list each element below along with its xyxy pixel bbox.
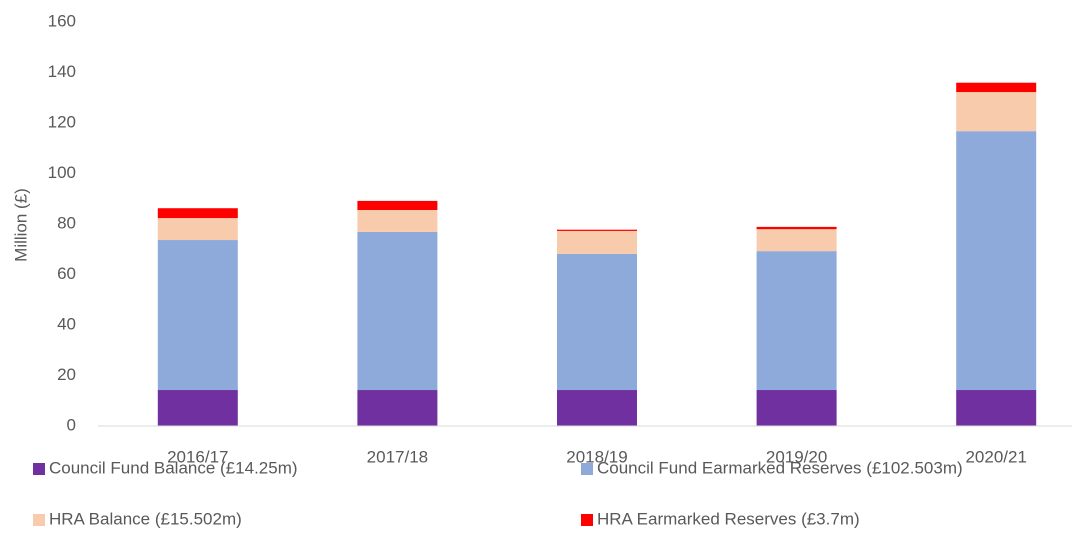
bar-segment — [756, 226, 837, 230]
bar-segment — [357, 231, 438, 391]
legend-swatch — [581, 463, 593, 475]
legend-swatch — [33, 463, 45, 475]
legend-swatch — [33, 514, 45, 526]
y-tick-label: 120 — [48, 112, 76, 131]
y-tick-label: 100 — [48, 163, 76, 182]
bar-segment — [756, 390, 837, 426]
y-tick-label: 60 — [57, 264, 76, 283]
legend-label: Council Fund Balance (£14.25m) — [49, 458, 298, 477]
bar-segment — [756, 251, 837, 391]
y-tick-label: 140 — [48, 62, 76, 81]
legend-label: Council Fund Earmarked Reserves (£102.50… — [597, 458, 963, 477]
x-tick-label: 2017/18 — [367, 447, 428, 466]
bar-segment — [557, 253, 637, 391]
bar-segment — [956, 82, 1037, 93]
legend-swatch — [581, 514, 593, 526]
bar-segment — [557, 390, 637, 426]
bar-segment — [157, 240, 238, 391]
bar-segment — [357, 390, 438, 426]
bar-segment — [157, 390, 238, 426]
y-tick-label: 80 — [57, 213, 76, 232]
x-tick-label: 2020/21 — [965, 447, 1026, 466]
legend-label: HRA Balance (£15.502m) — [49, 509, 242, 528]
x-tick-label: 2016/17 — [167, 447, 228, 466]
bar-segment — [357, 200, 438, 210]
bar-segment — [756, 229, 837, 252]
y-tick-label: 40 — [57, 314, 76, 333]
x-tick-label: 2019/20 — [766, 447, 827, 466]
y-tick-label: 20 — [57, 365, 76, 384]
x-tick-label: 2018/19 — [566, 447, 627, 466]
y-tick-label: 0 — [67, 415, 76, 434]
bar-segment — [357, 209, 438, 232]
y-tick-label: 160 — [48, 11, 76, 30]
bar-segment — [956, 390, 1037, 426]
bar-segment — [956, 92, 1037, 132]
bar-segment — [557, 230, 637, 254]
bar-segment — [557, 229, 637, 231]
y-axis-title: Million (£) — [11, 188, 30, 262]
legend-label: HRA Earmarked Reserves (£3.7m) — [597, 509, 860, 528]
bar-segment — [157, 218, 238, 241]
bar-segment — [956, 131, 1037, 391]
bar-segment — [157, 208, 238, 219]
